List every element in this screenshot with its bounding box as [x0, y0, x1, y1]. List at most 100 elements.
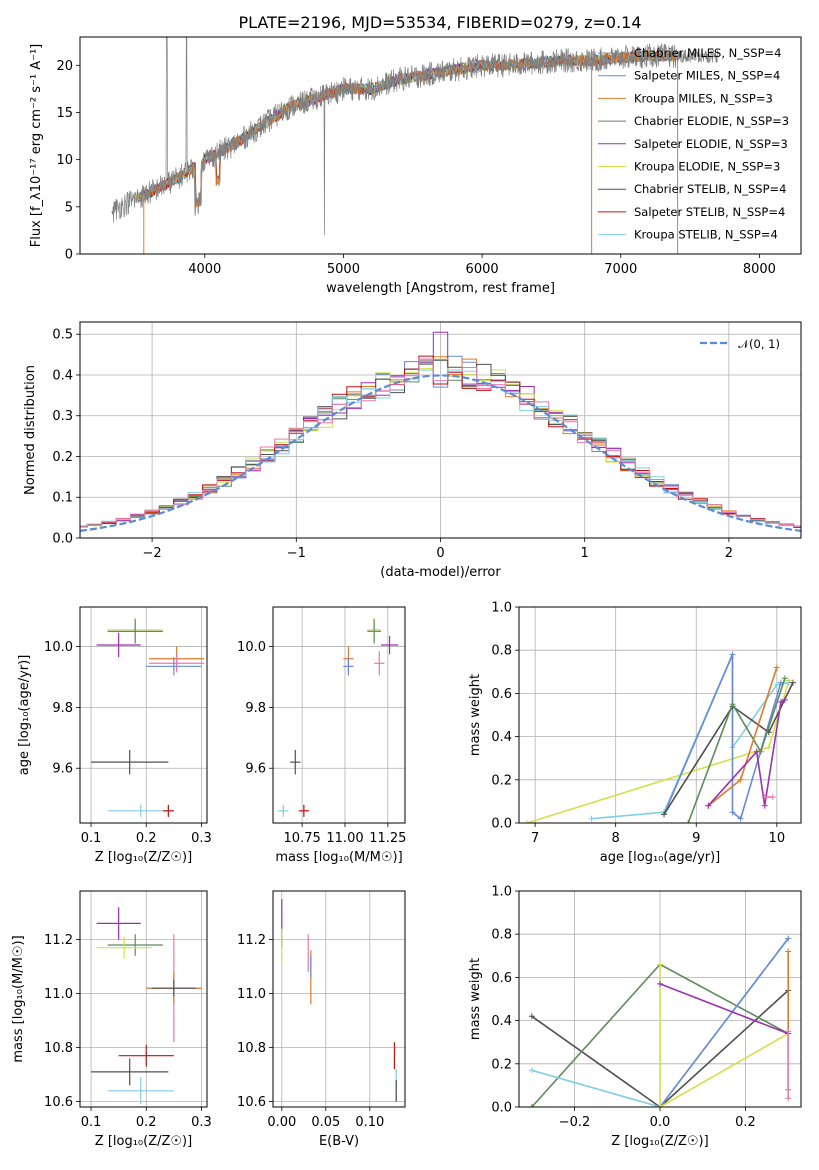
- panel-age_vs_mass: 10.75 11.00 11.25 9.6 9.8 10.0 mass [log₁₀(M/M…: [237, 606, 406, 865]
- y-tick-label: 0.4: [491, 730, 512, 745]
- panel-residuals: −2 −1 0 1 2 0.0 0.1 0.2 0.3 0.4 0.5 (data-model)/er…: [23, 321, 802, 580]
- x-tick-label: 0.3: [191, 1115, 212, 1130]
- x-tick-label: 10.75: [284, 831, 321, 846]
- weight-marker: [685, 820, 692, 823]
- x-tick-label: 8: [612, 831, 620, 846]
- y-tick-label: 0.4: [491, 1014, 512, 1029]
- y-tick-label: 20: [56, 59, 73, 74]
- x-tick-label: 10: [769, 831, 786, 846]
- errorbar-point: [151, 980, 196, 997]
- plot-area: [281, 899, 397, 1102]
- errorbar-point: [91, 749, 169, 775]
- x-tick-label: 11.00: [326, 831, 363, 846]
- x-tick-label: −2: [143, 546, 162, 561]
- y-tick-label: 0.6: [491, 971, 512, 986]
- y-tick-label: 0: [65, 248, 73, 263]
- y-axis-label: mass weight: [468, 674, 483, 756]
- x-axis-label: mass [log₁₀(M/M☉)]: [275, 850, 402, 865]
- y-tick-label: 0.8: [491, 928, 512, 943]
- y-tick-label: 9.8: [245, 701, 266, 716]
- axes-frame: [79, 36, 802, 255]
- weight-marker: [785, 1028, 792, 1035]
- y-tick-label: 0.1: [52, 491, 73, 506]
- y-tick-label: 9.6: [52, 762, 73, 777]
- y-tick-label: 10: [56, 153, 73, 168]
- legend-label: Salpeter STELIB, N_SSP=4: [634, 205, 785, 219]
- x-axis-label: wavelength [Angstrom, rest frame]: [326, 281, 555, 296]
- weight-marker: [773, 664, 780, 671]
- x-tick-label: 0.1: [81, 1115, 102, 1130]
- y-tick-label: 0.2: [491, 1057, 512, 1072]
- legend-label: Salpeter ELODIE, N_SSP=3: [634, 137, 788, 151]
- errorbar-point: [107, 1077, 174, 1105]
- y-tick-label: 0.5: [52, 328, 73, 343]
- x-tick-label: 4000: [188, 262, 221, 277]
- y-tick-label: 10.0: [44, 640, 73, 655]
- y-tick-label: 5: [65, 200, 73, 215]
- weight-marker: [737, 776, 744, 783]
- weight-marker: [761, 794, 768, 801]
- legend-label: Kroupa ELODIE, N_SSP=3: [634, 160, 780, 174]
- y-tick-label: 10.6: [44, 1095, 73, 1110]
- figure-title: PLATE=2196, MJD=53534, FIBERID=0279, z=0…: [238, 13, 641, 32]
- errorbar-point: [374, 651, 385, 676]
- legend: 𝒩(0, 1): [700, 337, 780, 351]
- weight-line-c1: [659, 938, 789, 1107]
- normal-curve: [80, 374, 801, 532]
- errorbar-point: [96, 936, 152, 959]
- errorbar-point: [146, 657, 202, 676]
- weight-line-c4: [659, 983, 789, 1035]
- x-tick-label: 6000: [466, 262, 499, 277]
- weight-marker: [781, 696, 788, 703]
- weight-marker: [753, 748, 760, 755]
- panel-weight_vs_age: 7 8 9 10 0.0 0.2 0.4 0.6 0.8 1.0 age [log₁₀(age/yr…: [468, 601, 802, 865]
- x-axis-label: Z [log₁₀(Z/Z☉)]: [611, 1134, 708, 1149]
- y-axis-label: mass weight: [468, 958, 483, 1040]
- axes-frame: [79, 890, 208, 1108]
- weight-marker: [789, 679, 796, 686]
- weight-marker: [769, 794, 776, 801]
- x-tick-label: 1: [581, 546, 589, 561]
- panel-mass_vs_Z: 0.1 0.2 0.3 10.6 10.8 11.0 11.2 Z [log₁₀(Z/Z☉)]…: [11, 890, 212, 1149]
- weight-marker: [657, 980, 663, 987]
- weight-marker: [661, 811, 668, 818]
- weight-marker: [588, 815, 595, 822]
- y-tick-label: 15: [56, 106, 73, 121]
- y-tick-label: 11.0: [237, 987, 266, 1002]
- plot-area: [278, 617, 399, 817]
- x-tick-label: 0.1: [81, 831, 102, 846]
- errorbar-point: [290, 749, 301, 775]
- plot-area: [91, 617, 205, 817]
- weight-marker: [785, 935, 792, 942]
- errorbar-point: [118, 1044, 174, 1067]
- x-tick-label: 0: [436, 546, 444, 561]
- x-tick-label: −0.2: [559, 1115, 591, 1130]
- x-tick-label: −1: [287, 546, 306, 561]
- weight-marker: [785, 1095, 792, 1102]
- errorbar-point: [343, 657, 354, 676]
- y-tick-label: 10.0: [237, 640, 266, 655]
- plot-area: [524, 651, 796, 823]
- x-tick-label: 5000: [327, 262, 360, 277]
- errorbar-point: [278, 804, 289, 817]
- weight-line-c6: [531, 989, 789, 1107]
- panel-weight_vs_Z: −0.2 0.0 0.2 0.0 0.2 0.4 0.6 0.8 1.0 Z [log₁₀(Z/Z…: [468, 885, 802, 1149]
- y-tick-label: 0.3: [52, 409, 73, 424]
- axes-frame: [79, 606, 208, 824]
- errorbar-point: [298, 804, 309, 817]
- errorbar-point: [96, 907, 141, 940]
- y-tick-label: 0.2: [52, 450, 73, 465]
- y-tick-label: 11.0: [44, 987, 73, 1002]
- x-tick-label: 9: [692, 831, 700, 846]
- weight-marker: [729, 651, 736, 658]
- errorbar-point: [96, 632, 141, 658]
- y-tick-label: 9.6: [245, 762, 266, 777]
- x-axis-label: (data-model)/error: [380, 565, 501, 580]
- legend: Chabrier MILES, N_SSP=4 Salpeter MILES, N…: [598, 46, 789, 242]
- legend-label: Chabrier STELIB, N_SSP=4: [634, 182, 786, 196]
- weight-marker: [657, 1104, 663, 1107]
- y-tick-label: 0.6: [491, 687, 512, 702]
- x-tick-label: 0.10: [355, 1115, 384, 1130]
- errorbar-point: [107, 934, 163, 956]
- x-axis-label: age [log₁₀(age/yr)]: [600, 850, 721, 865]
